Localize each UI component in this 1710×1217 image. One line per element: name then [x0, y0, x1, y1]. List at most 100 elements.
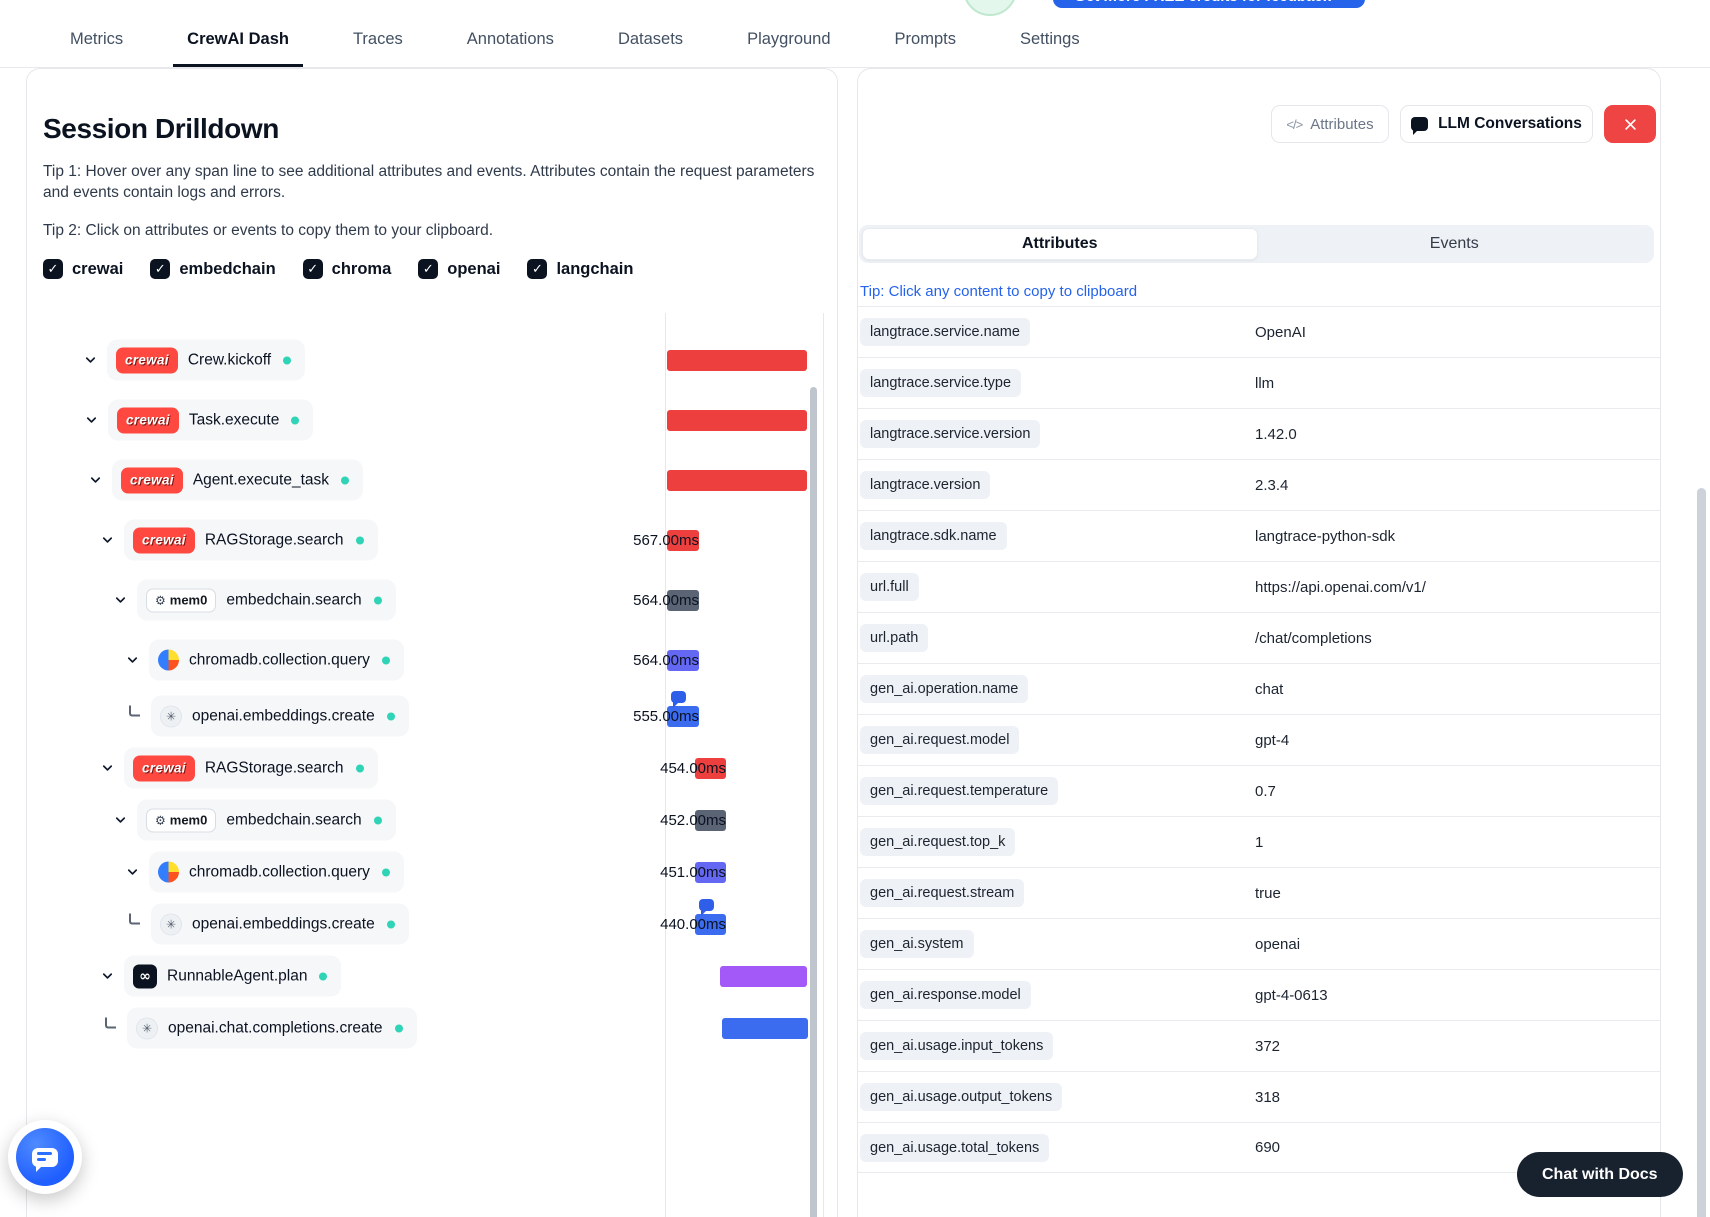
attribute-value[interactable]: /chat/completions: [1255, 629, 1372, 647]
attribute-key[interactable]: url.full: [860, 573, 919, 601]
span-label-pill[interactable]: chromadb.collection.query: [149, 851, 404, 893]
attribute-row[interactable]: url.full https://api.openai.com/v1/: [858, 561, 1660, 612]
attribute-row[interactable]: gen_ai.usage.total_tokens 690: [858, 1122, 1660, 1173]
attribute-key[interactable]: url.path: [860, 624, 929, 652]
span-label-pill[interactable]: ⚙ mem0 embedchain.search: [137, 799, 396, 841]
chevron-down-icon[interactable]: [125, 653, 140, 668]
attribute-key[interactable]: gen_ai.usage.total_tokens: [860, 1133, 1050, 1162]
attribute-key[interactable]: gen_ai.operation.name: [860, 675, 1029, 703]
nav-tab-datasets[interactable]: Datasets: [617, 30, 684, 48]
attribute-value[interactable]: 2.3.4: [1255, 476, 1289, 494]
span-duration-bar[interactable]: [667, 650, 699, 672]
attribute-row[interactable]: gen_ai.request.top_k 1: [858, 816, 1660, 867]
attribute-key[interactable]: gen_ai.usage.output_tokens: [860, 1083, 1063, 1111]
span-label-pill[interactable]: crewai Task.execute: [108, 399, 314, 441]
attribute-row[interactable]: gen_ai.operation.name chat: [858, 663, 1660, 714]
span-duration-bar[interactable]: [667, 706, 699, 728]
attribute-row[interactable]: gen_ai.response.model gpt-4-0613: [858, 969, 1660, 1020]
attribute-row[interactable]: langtrace.service.version 1.42.0: [858, 408, 1660, 459]
attribute-key[interactable]: langtrace.service.type: [860, 369, 1022, 397]
checkbox-checked-icon[interactable]: ✓: [302, 259, 323, 280]
attribute-row[interactable]: url.path/chat/completions: [858, 612, 1660, 663]
attribute-key[interactable]: gen_ai.request.temperature: [860, 777, 1059, 805]
tab-attributes[interactable]: Attributes: [862, 228, 1258, 260]
filter-chroma[interactable]: ✓ chroma: [302, 259, 391, 280]
close-button[interactable]: [1604, 105, 1656, 143]
chevron-down-icon[interactable]: [83, 353, 98, 368]
chevron-down-icon[interactable]: [113, 813, 128, 828]
attribute-key[interactable]: langtrace.service.name: [860, 318, 1030, 346]
attribute-value[interactable]: 1: [1255, 833, 1264, 851]
llm-conversations-button[interactable]: LLM Conversations: [1400, 105, 1593, 143]
span-duration-bar[interactable]: [720, 966, 807, 988]
chevron-down-icon[interactable]: [100, 969, 115, 984]
checkbox-checked-icon[interactable]: ✓: [527, 259, 548, 280]
span-duration-bar[interactable]: [667, 530, 699, 552]
chevron-down-icon[interactable]: [113, 593, 128, 608]
span-duration-bar[interactable]: [695, 758, 726, 780]
span-duration-bar[interactable]: [695, 862, 726, 884]
attribute-key[interactable]: langtrace.sdk.name: [860, 522, 1007, 550]
attribute-key[interactable]: gen_ai.request.model: [860, 726, 1020, 754]
attribute-row[interactable]: langtrace.service.type llm: [858, 357, 1660, 408]
filter-openai[interactable]: ✓ openai: [418, 259, 500, 280]
attribute-value[interactable]: 1.42.0: [1255, 425, 1297, 443]
attribute-row[interactable]: gen_ai.request.temperature 0.7: [858, 765, 1660, 816]
nav-tab-annotations[interactable]: Annotations: [466, 30, 554, 48]
span-duration-bar[interactable]: [695, 810, 726, 832]
attribute-value[interactable]: 690: [1255, 1139, 1281, 1156]
attribute-row[interactable]: gen_ai.request.model gpt-4: [858, 714, 1660, 765]
attributes-button[interactable]: </> Attributes: [1271, 105, 1389, 143]
tab-events[interactable]: Events: [1429, 235, 1479, 252]
span-duration-bar[interactable]: [667, 590, 699, 612]
span-label-pill[interactable]: crewai RAGStorage.search: [124, 519, 378, 561]
attribute-value[interactable]: 318: [1255, 1088, 1281, 1106]
filter-crewai[interactable]: ✓ crewai: [43, 259, 123, 280]
attribute-key[interactable]: gen_ai.system: [860, 930, 974, 958]
nav-tab-prompts[interactable]: Prompts: [894, 30, 956, 48]
attribute-row[interactable]: langtrace.service.name OpenAI: [858, 306, 1660, 357]
span-label-pill[interactable]: crewai Agent.execute_task: [112, 459, 363, 501]
span-duration-bar[interactable]: [667, 470, 807, 492]
attribute-value[interactable]: OpenAI: [1255, 323, 1306, 341]
attribute-value[interactable]: https://api.openai.com/v1/: [1255, 578, 1426, 596]
span-label-pill[interactable]: ⚙ mem0 embedchain.search: [137, 579, 396, 621]
filter-langchain[interactable]: ✓ langchain: [527, 259, 633, 280]
span-label-pill[interactable]: ∞ RunnableAgent.plan: [124, 955, 342, 997]
page-scrollbar[interactable]: [1697, 488, 1706, 1217]
chat-widget-button[interactable]: [8, 1120, 82, 1194]
chat-with-docs-button[interactable]: Chat with Docs: [1517, 1152, 1683, 1197]
checkbox-checked-icon[interactable]: ✓: [418, 259, 439, 280]
span-label-pill[interactable]: crewai RAGStorage.search: [124, 747, 378, 789]
attribute-value[interactable]: chat: [1255, 680, 1284, 698]
attribute-key[interactable]: gen_ai.usage.input_tokens: [860, 1032, 1054, 1060]
chevron-down-icon[interactable]: [125, 865, 140, 880]
chevron-down-icon[interactable]: [88, 473, 103, 488]
attribute-value[interactable]: gpt-4: [1255, 731, 1290, 749]
nav-tab-settings[interactable]: Settings: [1019, 30, 1080, 48]
span-label-pill[interactable]: chromadb.collection.query: [149, 639, 404, 681]
chevron-down-icon[interactable]: [100, 533, 115, 548]
attribute-key[interactable]: gen_ai.request.stream: [860, 879, 1025, 907]
checkbox-checked-icon[interactable]: ✓: [150, 259, 171, 280]
nav-tab-crewai-dash[interactable]: CrewAI Dash: [173, 30, 303, 67]
attribute-row[interactable]: langtrace.version 2.3.4: [858, 459, 1660, 510]
copy-tip[interactable]: Tip: Click any content to copy to clipbo…: [860, 283, 1138, 300]
attribute-row[interactable]: gen_ai.usage.output_tokens 318: [858, 1071, 1660, 1122]
filter-embedchain[interactable]: ✓ embedchain: [150, 259, 276, 280]
nav-tab-metrics[interactable]: Metrics: [70, 30, 124, 48]
attribute-key[interactable]: gen_ai.request.top_k: [860, 828, 1016, 856]
chevron-down-icon[interactable]: [84, 413, 99, 428]
span-label-pill[interactable]: ✳ openai.embeddings.create: [151, 903, 409, 945]
attribute-row[interactable]: gen_ai.request.stream true: [858, 867, 1660, 918]
attribute-value[interactable]: openai: [1255, 935, 1301, 953]
attribute-value[interactable]: 372: [1255, 1037, 1281, 1055]
credits-button[interactable]: Get more FREE credits for feedback »: [1053, 0, 1365, 8]
attribute-value[interactable]: gpt-4-0613: [1255, 986, 1328, 1004]
tree-scrollbar[interactable]: [810, 387, 817, 1217]
attribute-key[interactable]: langtrace.service.version: [860, 420, 1041, 448]
attribute-value[interactable]: true: [1255, 884, 1281, 902]
nav-tab-traces[interactable]: Traces: [352, 30, 403, 48]
span-label-pill[interactable]: ✳ openai.chat.completions.create: [127, 1007, 417, 1049]
span-duration-bar[interactable]: [722, 1018, 808, 1040]
